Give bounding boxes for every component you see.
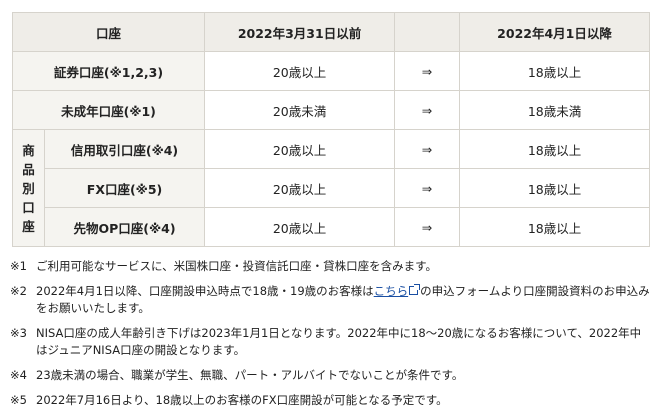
row-label: 証券口座(※1,2,3) [11, 51, 206, 91]
footnote-3: ※3 NISA口座の成人年齢引き下げは2023年1月1日となります。2022年中に… [10, 325, 650, 359]
footnote-text-continued: の申込フォームより口座開設資料のお申込みをお願いいたします。 [36, 284, 650, 315]
group-label-char: 口 [22, 199, 35, 215]
group-label-char: 品 [22, 161, 35, 177]
footnote-mark: ※4 [10, 368, 27, 382]
footnote-text: 23歳未満の場合、職業が学生、無職、パート・アルバイトでないことが条件です。 [36, 368, 464, 382]
header-arrow [394, 12, 461, 52]
before-value: 20歳以上 [204, 207, 396, 247]
age-requirement-table: 口座 2022年3月31日以前 2022年4月1日以降 証券口座(※1,2,3)… [11, 12, 651, 247]
before-value: 20歳以上 [204, 168, 396, 208]
footnote-text: 2022年4月1日以降、口座開設申込時点で18歳・19歳のお客様は [36, 284, 374, 298]
header-before: 2022年3月31日以前 [204, 12, 396, 52]
arrow-icon: ⇒ [394, 129, 461, 169]
before-value: 20歳未満 [204, 90, 396, 130]
table-row: 先物OP口座(※4) 20歳以上 ⇒ 18歳以上 [13, 207, 651, 247]
footnote-mark: ※3 [10, 326, 27, 340]
external-link-icon[interactable] [409, 284, 421, 295]
here-link[interactable]: こちら [373, 284, 409, 298]
row-label: 先物OP口座(※4) [43, 207, 206, 247]
table-row: FX口座(※5) 20歳以上 ⇒ 18歳以上 [13, 168, 651, 208]
table-row: 未成年口座(※1) 20歳未満 ⇒ 18歳未満 [11, 90, 651, 130]
row-label: FX口座(※5) [43, 168, 206, 208]
table-row: 証券口座(※1,2,3) 20歳以上 ⇒ 18歳以上 [11, 51, 651, 91]
footnote-text: NISA口座の成人年齢引き下げは2023年1月1日となります。2022年中に18… [36, 326, 642, 357]
after-value: 18歳未満 [459, 90, 651, 130]
before-value: 20歳以上 [204, 129, 396, 169]
group-label-product-accounts: 商 品 別 口 座 [12, 129, 45, 247]
after-value: 18歳以上 [459, 207, 651, 247]
group-label-char: 別 [22, 180, 35, 196]
arrow-icon: ⇒ [394, 51, 461, 91]
row-label: 未成年口座(※1) [11, 90, 206, 130]
group-label-char: 商 [22, 142, 35, 158]
group-label-char: 座 [22, 218, 35, 234]
footnote-mark: ※5 [10, 393, 27, 407]
footnote-4: ※4 23歳未満の場合、職業が学生、無職、パート・アルバイトでないことが条件です。 [10, 367, 650, 384]
arrow-icon: ⇒ [394, 90, 461, 130]
header-after: 2022年4月1日以降 [459, 12, 651, 52]
footnotes: ※1 ご利用可能なサービスに、米国株口座・投資信託口座・貸株口座を含みます。 ※2… [10, 258, 650, 417]
footnote-text: 2022年7月16日より、18歳以上のお客様のFX口座開設が可能となる予定です。 [36, 393, 448, 407]
footnote-mark: ※1 [10, 259, 27, 273]
table-row: 商 品 別 口 座 信用取引口座(※4) 20歳以上 ⇒ 18歳以上 [12, 129, 651, 247]
footnote-5: ※5 2022年7月16日より、18歳以上のお客様のFX口座開設が可能となる予定で… [10, 392, 650, 409]
arrow-icon: ⇒ [394, 207, 461, 247]
after-value: 18歳以上 [459, 51, 651, 91]
footnote-2: ※2 2022年4月1日以降、口座開設申込時点で18歳・19歳のお客様はこちら の申… [10, 283, 650, 317]
footnote-text: ご利用可能なサービスに、米国株口座・投資信託口座・貸株口座を含みます。 [36, 259, 438, 273]
table-header-row: 口座 2022年3月31日以前 2022年4月1日以降 [11, 12, 651, 52]
footnote-1: ※1 ご利用可能なサービスに、米国株口座・投資信託口座・貸株口座を含みます。 [10, 258, 650, 275]
after-value: 18歳以上 [459, 129, 651, 169]
after-value: 18歳以上 [459, 168, 651, 208]
footnote-mark: ※2 [10, 284, 27, 298]
before-value: 20歳以上 [204, 51, 396, 91]
arrow-icon: ⇒ [394, 168, 461, 208]
header-account: 口座 [11, 12, 206, 52]
row-label: 信用取引口座(※4) [43, 129, 206, 169]
